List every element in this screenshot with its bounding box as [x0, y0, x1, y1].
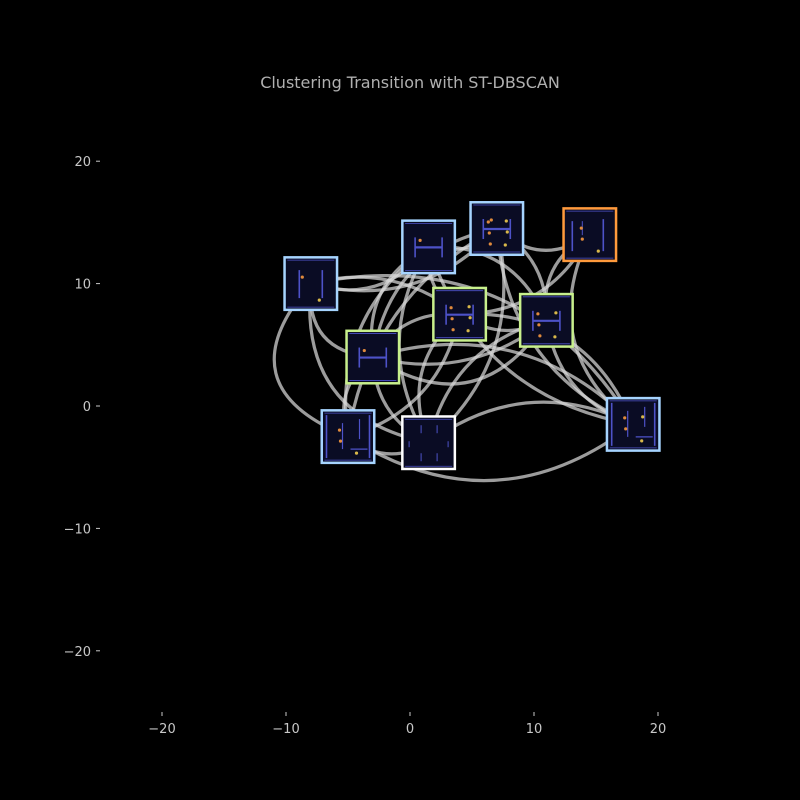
node-n2 [401, 219, 457, 275]
pellet [468, 316, 472, 320]
edge-n1-n10 [309, 274, 635, 426]
pellet [536, 312, 540, 316]
pellet [538, 334, 542, 338]
chart-title: Clustering Transition with ST-DBSCAN [260, 73, 560, 92]
edge-n7-n10 [371, 342, 635, 426]
edge-n1-n9 [308, 282, 431, 445]
node-thumbnail [285, 258, 336, 309]
node-n3 [469, 201, 525, 257]
node-n5 [432, 286, 488, 342]
pellet [623, 416, 627, 420]
pellet [467, 305, 471, 309]
y-tick-label: 0 [83, 400, 91, 415]
pellet [503, 243, 507, 247]
y-tick-label: −20 [64, 645, 91, 660]
node-layer [283, 201, 661, 471]
pellet [418, 238, 422, 242]
pellet [580, 237, 584, 241]
pellet [317, 298, 321, 302]
node-n4 [562, 207, 618, 263]
edge-n3-n8 [346, 226, 499, 439]
pellet [579, 226, 583, 230]
pellet [486, 220, 490, 224]
pellet [624, 427, 628, 431]
x-axis: −20 −10 0 10 20 [148, 712, 666, 737]
node-thumbnail [403, 417, 454, 468]
pellet [640, 439, 644, 443]
pellet [362, 348, 366, 353]
y-tick-label: −10 [64, 522, 91, 537]
pellet [554, 311, 558, 315]
x-tick-label: 10 [526, 722, 543, 737]
node-thumbnail [323, 411, 373, 462]
pellet [505, 230, 509, 234]
x-tick-label: −20 [148, 722, 175, 737]
y-tick-label: 10 [74, 278, 91, 293]
pellet [489, 218, 493, 222]
pellet [487, 231, 491, 235]
pellet [338, 439, 343, 443]
pellet [466, 329, 470, 333]
pellet [300, 275, 304, 279]
node-n8 [320, 409, 376, 465]
edge-n8-n10 [346, 422, 635, 483]
pellet [450, 317, 454, 321]
x-tick-label: 20 [650, 722, 667, 737]
pellet [354, 451, 359, 455]
node-thumbnail [608, 399, 659, 450]
pellet [553, 335, 557, 339]
pellet [449, 306, 453, 310]
y-axis: −20 −10 0 10 20 [64, 155, 100, 660]
pellet [504, 219, 508, 223]
pellet [641, 415, 645, 419]
pellet [451, 328, 455, 332]
node-n1 [283, 256, 339, 312]
node-n7 [345, 329, 401, 385]
pellet [488, 242, 492, 246]
x-tick-label: −10 [272, 722, 299, 737]
x-tick-label: 0 [406, 722, 414, 737]
node-n6 [518, 292, 574, 348]
pellet [596, 249, 600, 253]
node-thumbnail [564, 209, 615, 260]
pellet [337, 428, 342, 432]
node-n10 [605, 396, 661, 452]
node-n9 [401, 415, 457, 471]
pellet [537, 323, 541, 327]
y-tick-label: 20 [74, 155, 91, 170]
